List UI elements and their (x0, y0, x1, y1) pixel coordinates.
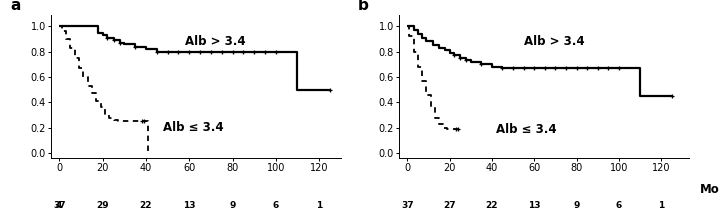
Text: Alb > 3.4: Alb > 3.4 (185, 35, 246, 48)
Text: Alb > 3.4: Alb > 3.4 (523, 35, 584, 48)
Text: a: a (10, 0, 20, 12)
Text: Mo: Mo (700, 183, 720, 196)
Text: Alb ≤ 3.4: Alb ≤ 3.4 (163, 121, 224, 134)
Text: 27: 27 (443, 201, 456, 210)
Text: 1: 1 (658, 201, 664, 210)
Text: 9: 9 (229, 201, 236, 210)
Text: 4: 4 (56, 201, 62, 210)
Text: 13: 13 (183, 201, 196, 210)
Text: Alb ≤ 3.4: Alb ≤ 3.4 (496, 123, 557, 135)
Text: 22: 22 (140, 201, 152, 210)
Text: 37: 37 (401, 201, 413, 210)
Text: 13: 13 (528, 201, 540, 210)
Text: 6: 6 (616, 201, 622, 210)
Text: b: b (358, 0, 369, 12)
Text: 6: 6 (273, 201, 279, 210)
Text: 9: 9 (573, 201, 580, 210)
Text: 22: 22 (486, 201, 498, 210)
Text: 29: 29 (96, 201, 109, 210)
Text: 37: 37 (53, 201, 66, 210)
Text: 1: 1 (316, 201, 322, 210)
